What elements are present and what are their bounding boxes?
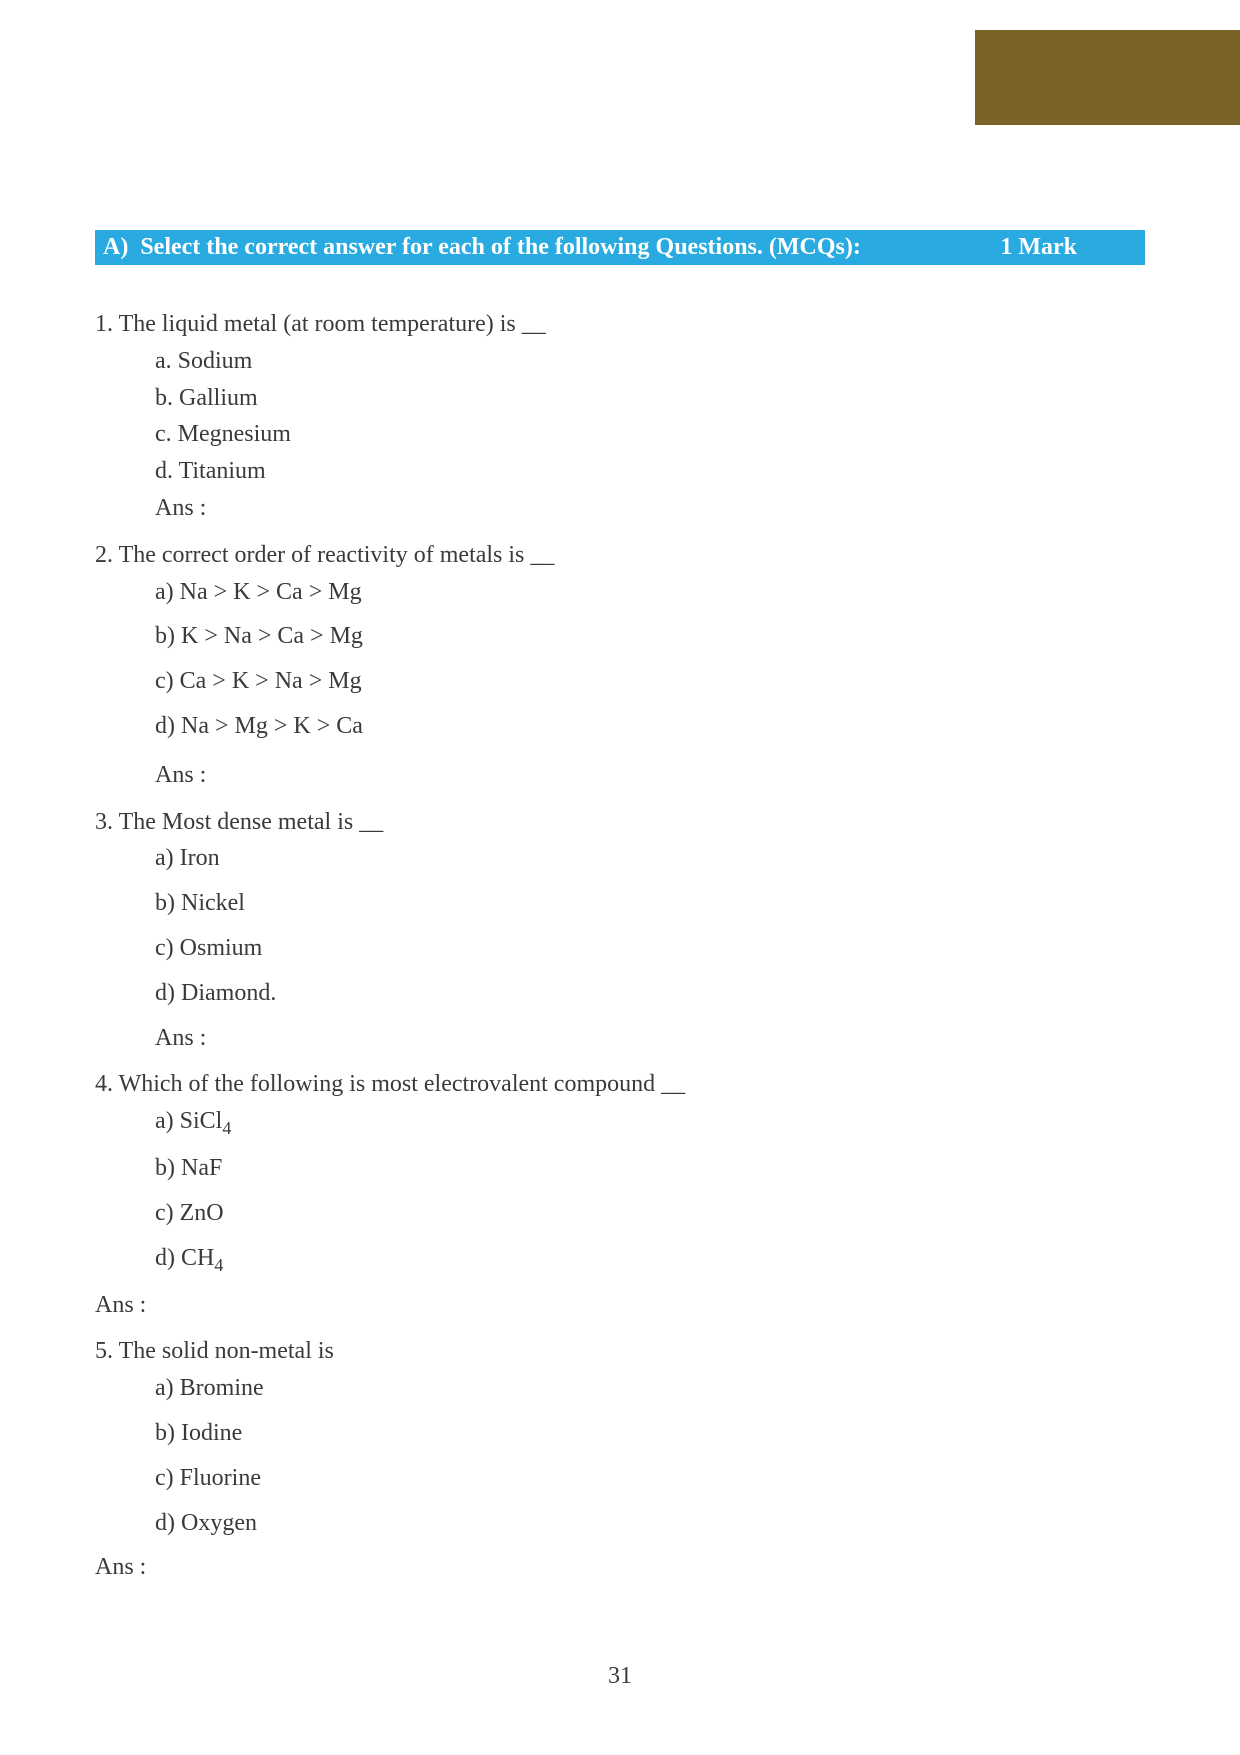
option-d: d) CH4: [155, 1241, 1145, 1278]
question-stem: The correct order of reactivity of metal…: [119, 542, 555, 568]
section-mark: 1 Mark: [1000, 234, 1077, 261]
option-b: b) Nickel: [155, 886, 1145, 921]
page-content: A) Select the correct answer for each of…: [0, 0, 1240, 1585]
option-a: a) Iron: [155, 841, 1145, 876]
option-c: c) Osmium: [155, 931, 1145, 966]
option-c: c) Ca > K > Na > Mg: [155, 664, 1145, 699]
section-header: A) Select the correct answer for each of…: [95, 230, 1145, 265]
question-options: a) Iron b) Nickel c) Osmium d) Diamond.: [155, 841, 1145, 1010]
section-title: Select the correct answer for each of th…: [140, 234, 861, 261]
question-number: 1.: [95, 311, 113, 337]
question-stem: The solid non-metal is: [119, 1338, 334, 1364]
question-options: a) Bromine b) Iodine c) Fluorine d) Oxyg…: [155, 1371, 1145, 1540]
option-a: a) Bromine: [155, 1371, 1145, 1406]
question-stem: Which of the following is most electrova…: [119, 1071, 686, 1097]
question-number: 3.: [95, 809, 113, 835]
question-2: 2. The correct order of reactivity of me…: [95, 538, 1145, 793]
answer-label: Ans :: [155, 1021, 1145, 1056]
question-stem: The liquid metal (at room temperature) i…: [119, 311, 546, 337]
answer-label: Ans :: [155, 491, 1145, 526]
question-1: 1. The liquid metal (at room temperature…: [95, 307, 1145, 526]
option-b: b) NaF: [155, 1151, 1145, 1186]
question-options: a. Sodium b. Gallium c. Megnesium d. Tit…: [155, 344, 1145, 489]
page-number: 31: [0, 1663, 1240, 1690]
option-b: b) Iodine: [155, 1416, 1145, 1451]
question-3: 3. The Most dense metal is __ a) Iron b)…: [95, 805, 1145, 1056]
question-5: 5. The solid non-metal is a) Bromine b) …: [95, 1334, 1145, 1585]
question-text: 3. The Most dense metal is __: [95, 805, 1145, 840]
option-c: c) ZnO: [155, 1196, 1145, 1231]
answer-label: Ans :: [95, 1288, 1145, 1323]
option-d: d) Na > Mg > K > Ca: [155, 709, 1145, 744]
option-b: b. Gallium: [155, 381, 1145, 416]
option-a: a. Sodium: [155, 344, 1145, 379]
corner-decoration: [975, 30, 1240, 125]
option-d: d) Diamond.: [155, 976, 1145, 1011]
answer-label: Ans :: [155, 758, 1145, 793]
question-text: 2. The correct order of reactivity of me…: [95, 538, 1145, 573]
option-a: a) SiCl4: [155, 1104, 1145, 1141]
question-number: 2.: [95, 542, 113, 568]
option-a: a) Na > K > Ca > Mg: [155, 575, 1145, 610]
answer-label: Ans :: [95, 1550, 1145, 1585]
question-text: 4. Which of the following is most electr…: [95, 1067, 1145, 1102]
section-label: A): [103, 234, 128, 261]
option-c: c. Megnesium: [155, 417, 1145, 452]
question-stem: The Most dense metal is __: [119, 809, 384, 835]
option-c: c) Fluorine: [155, 1461, 1145, 1496]
question-text: 5. The solid non-metal is: [95, 1334, 1145, 1369]
question-4: 4. Which of the following is most electr…: [95, 1067, 1145, 1322]
question-number: 4.: [95, 1071, 113, 1097]
question-number: 5.: [95, 1338, 113, 1364]
question-options: a) Na > K > Ca > Mg b) K > Na > Ca > Mg …: [155, 575, 1145, 744]
question-text: 1. The liquid metal (at room temperature…: [95, 307, 1145, 342]
option-b: b) K > Na > Ca > Mg: [155, 619, 1145, 654]
option-d: d. Titanium: [155, 454, 1145, 489]
question-options: a) SiCl4 b) NaF c) ZnO d) CH4: [155, 1104, 1145, 1277]
option-d: d) Oxygen: [155, 1506, 1145, 1541]
